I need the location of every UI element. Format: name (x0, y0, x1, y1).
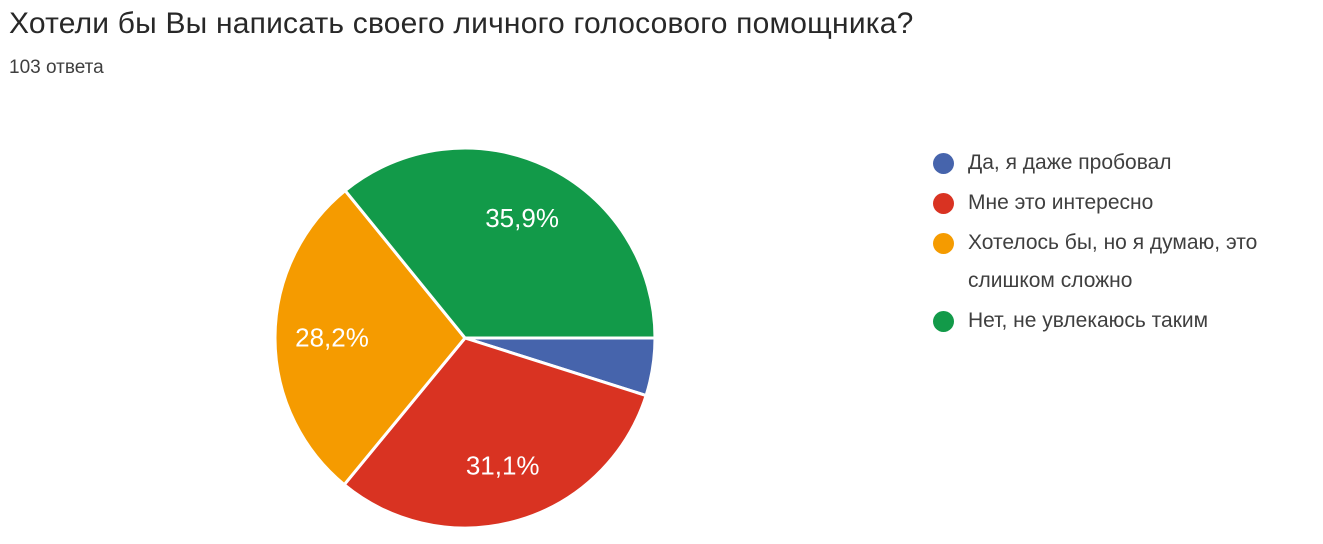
pie-slice-label: 31,1% (466, 451, 540, 481)
legend-item-not-interested[interactable]: Нет, не увлекаюсь таким (933, 302, 1323, 340)
pie-slice-label: 35,9% (485, 203, 559, 233)
pie-slice[interactable] (273, 189, 467, 487)
pie-slice[interactable] (342, 336, 648, 530)
legend-swatch-green-icon (933, 311, 954, 332)
legend-label: Мне это интересно (968, 191, 1154, 214)
legend-label: Хотелось бы, но я думаю, это слишком сло… (968, 231, 1258, 292)
legend-swatch-blue-icon (933, 153, 954, 174)
response-count: 103 ответа (9, 57, 104, 78)
legend-swatch-orange-icon (933, 233, 954, 254)
legend-item-yes-tried[interactable]: Да, я даже пробовал (933, 144, 1323, 182)
legend-label: Нет, не увлекаюсь таким (968, 309, 1209, 332)
legend-item-interested[interactable]: Мне это интересно (933, 184, 1323, 222)
question-title: Хотели бы Вы написать своего личного гол… (9, 7, 914, 40)
pie-slice-label: 28,2% (295, 323, 369, 353)
legend-item-too-hard[interactable]: Хотелось бы, но я думаю, это слишком сло… (933, 224, 1323, 300)
pie-slice[interactable] (343, 146, 657, 340)
legend-label: Да, я даже пробовал (968, 151, 1172, 174)
legend-swatch-red-icon (933, 193, 954, 214)
legend: Да, я даже пробовал Мне это интересно Хо… (933, 144, 1323, 342)
